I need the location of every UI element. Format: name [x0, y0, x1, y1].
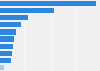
Bar — [0, 29, 16, 35]
Bar — [0, 15, 28, 20]
Bar — [0, 22, 22, 27]
Bar — [0, 1, 96, 6]
Bar — [0, 44, 13, 49]
Bar — [0, 8, 54, 13]
Bar — [0, 51, 12, 56]
Bar — [0, 36, 14, 42]
Bar — [0, 65, 4, 70]
Bar — [0, 58, 11, 63]
